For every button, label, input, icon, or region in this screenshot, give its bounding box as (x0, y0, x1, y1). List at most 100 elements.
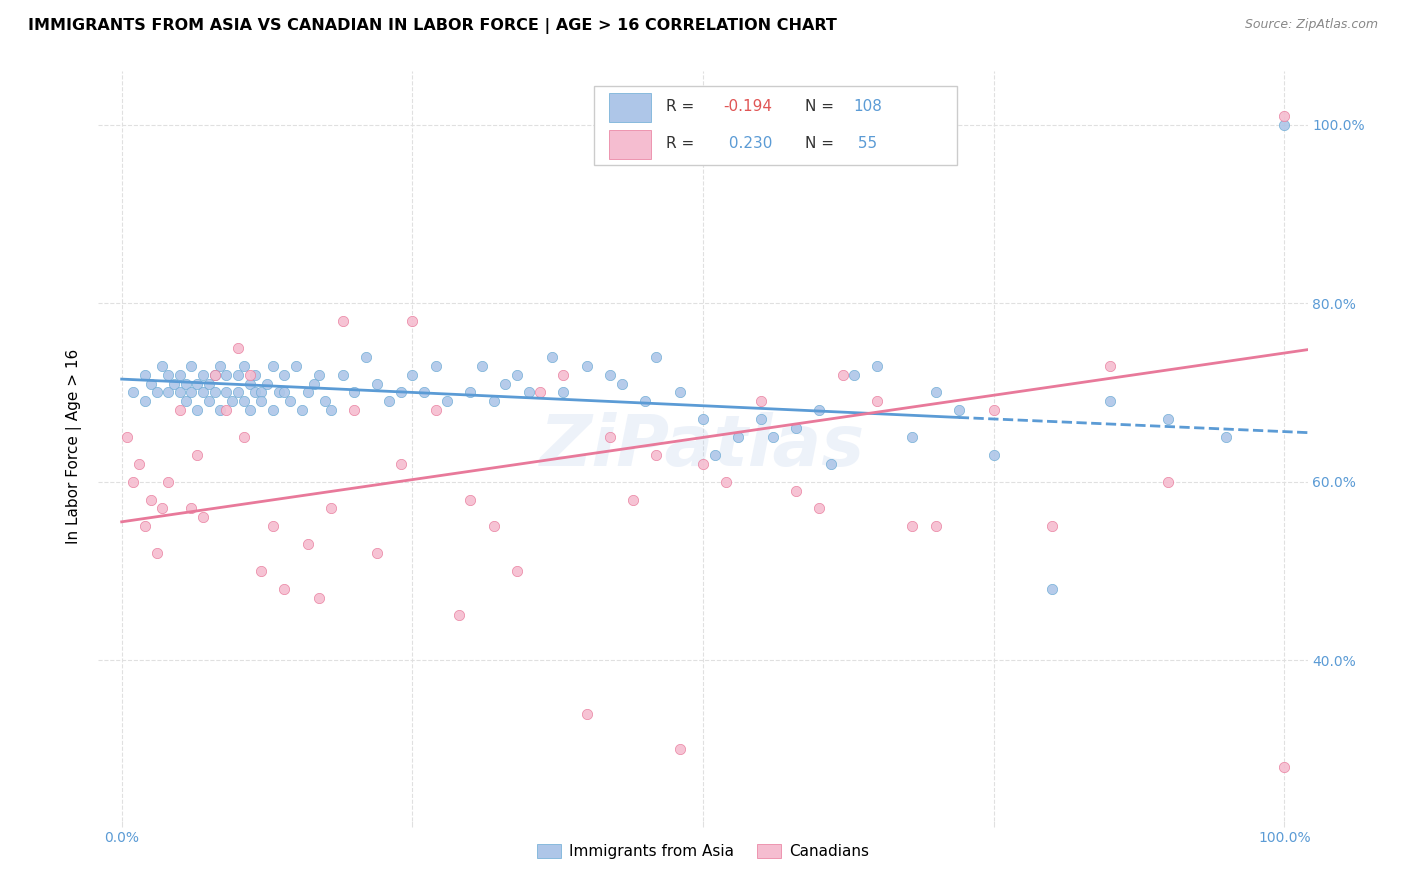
Point (1272, 760, 1295, 774)
Point (332, 314, 354, 328)
Text: 55: 55 (853, 136, 877, 152)
Point (343, 385, 366, 400)
Text: N =: N = (804, 136, 838, 152)
Point (366, 546, 388, 560)
Point (128, 457, 150, 471)
Point (232, 430, 254, 444)
Point (401, 368, 423, 382)
Point (204, 368, 226, 382)
Point (401, 314, 423, 328)
Point (447, 608, 470, 623)
Point (808, 501, 831, 516)
Point (983, 403, 1005, 417)
Point (924, 385, 946, 400)
Point (204, 385, 226, 400)
Point (232, 394, 254, 409)
Point (1098, 359, 1121, 373)
Point (122, 385, 145, 400)
Point (169, 385, 191, 400)
Point (413, 385, 436, 400)
Point (610, 376, 633, 391)
Point (232, 359, 254, 373)
Point (198, 376, 221, 391)
Point (785, 421, 807, 435)
Point (134, 394, 156, 409)
Text: -0.194: -0.194 (724, 99, 772, 114)
Point (378, 394, 401, 409)
Point (924, 519, 946, 533)
Point (169, 403, 191, 417)
Point (157, 385, 180, 400)
Point (506, 564, 529, 578)
Point (692, 457, 714, 471)
Point (716, 475, 738, 489)
Point (134, 519, 156, 533)
Text: ZiPatlas: ZiPatlas (540, 411, 866, 481)
Point (163, 376, 186, 391)
Point (297, 537, 319, 551)
Point (901, 430, 924, 444)
Point (226, 368, 249, 382)
Point (332, 368, 354, 382)
Point (239, 376, 262, 391)
Point (540, 350, 562, 364)
FancyBboxPatch shape (595, 87, 957, 165)
Point (460, 385, 482, 400)
Point (319, 403, 342, 417)
Point (314, 394, 336, 409)
Point (262, 403, 284, 417)
Point (553, 385, 575, 400)
Point (174, 376, 197, 391)
Point (668, 742, 690, 756)
Point (239, 403, 262, 417)
Point (186, 448, 208, 462)
Point (215, 403, 238, 417)
Point (494, 376, 516, 391)
Point (575, 706, 598, 721)
Point (482, 394, 505, 409)
Point (256, 376, 278, 391)
Point (471, 359, 494, 373)
Legend: Immigrants from Asia, Canadians: Immigrants from Asia, Canadians (531, 838, 875, 865)
Point (239, 368, 262, 382)
Point (901, 519, 924, 533)
Point (308, 368, 330, 382)
Point (285, 359, 308, 373)
Point (692, 412, 714, 426)
Text: 108: 108 (853, 99, 882, 114)
Point (506, 368, 529, 382)
Point (366, 376, 388, 391)
Point (785, 483, 807, 498)
Text: R =: R = (665, 99, 699, 114)
Point (169, 368, 191, 382)
Point (180, 501, 202, 516)
Point (460, 492, 482, 507)
Point (621, 492, 644, 507)
Point (191, 368, 214, 382)
Point (226, 341, 249, 355)
Text: Source: ZipAtlas.com: Source: ZipAtlas.com (1244, 18, 1378, 31)
Point (389, 385, 412, 400)
Point (262, 519, 284, 533)
Point (1272, 118, 1295, 132)
Point (157, 368, 180, 382)
Point (122, 475, 145, 489)
Text: IMMIGRANTS FROM ASIA VS CANADIAN IN LABOR FORCE | AGE > 16 CORRELATION CHART: IMMIGRANTS FROM ASIA VS CANADIAN IN LABO… (28, 18, 837, 34)
Point (291, 403, 314, 417)
Point (517, 385, 540, 400)
FancyBboxPatch shape (609, 94, 651, 121)
Point (250, 385, 273, 400)
Point (134, 368, 156, 382)
Point (668, 385, 690, 400)
Point (302, 376, 325, 391)
Point (319, 501, 342, 516)
Point (948, 403, 970, 417)
Point (273, 582, 295, 596)
Point (174, 394, 197, 409)
Point (191, 510, 214, 524)
Point (186, 403, 208, 417)
Point (389, 457, 412, 471)
Point (808, 403, 831, 417)
Point (204, 368, 226, 382)
Point (575, 359, 598, 373)
